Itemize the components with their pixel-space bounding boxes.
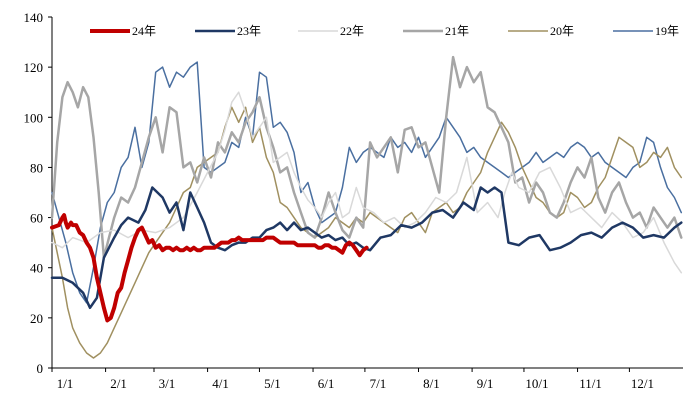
legend-label-0: 24年 [132, 24, 156, 38]
x-tick-label: 10/1 [525, 376, 548, 391]
y-tick-label: 0 [37, 361, 44, 376]
series-line-5 [51, 61, 683, 304]
series-line-3 [50, 55, 683, 259]
legend-label-5: 19年 [655, 24, 679, 38]
y-tick-label: 80 [30, 160, 43, 175]
x-tick-label: 3/1 [159, 376, 176, 391]
x-tick-label: 9/1 [477, 376, 494, 391]
x-tick-label: 11/1 [579, 376, 602, 391]
y-tick-label: 60 [30, 211, 43, 226]
series-layer [50, 55, 683, 359]
y-tick-label: 20 [30, 311, 43, 326]
y-tick-label: 40 [30, 261, 43, 276]
y-tick-label: 100 [24, 110, 44, 125]
x-tick-label: 2/1 [110, 376, 127, 391]
legend-label-2: 22年 [340, 24, 364, 38]
x-tick-label: 5/1 [264, 376, 281, 391]
legend: 24年 23年 22年 21年 20年 19年 [90, 24, 679, 38]
series-line-1 [50, 186, 683, 310]
series-line-0 [50, 213, 369, 323]
legend-label-3: 21年 [445, 24, 469, 38]
x-tick-label: 8/1 [423, 376, 440, 391]
series-line-2 [51, 91, 683, 274]
legend-label-1: 23年 [237, 24, 261, 38]
legend-label-4: 20年 [550, 24, 574, 38]
x-tick-label: 7/1 [370, 376, 387, 391]
x-tick-label: 4/1 [212, 376, 229, 391]
axes: 0 20 40 60 80 100 120 140 1/1 2/1 3/1 4/1 5/1 6/1 7/1 8… [24, 10, 683, 391]
y-tick-label: 140 [24, 10, 44, 25]
x-tick-label: 6/1 [318, 376, 335, 391]
y-tick-label: 120 [24, 60, 44, 75]
x-tick-label: 1/1 [57, 376, 74, 391]
x-tick-label: 12/1 [631, 376, 654, 391]
